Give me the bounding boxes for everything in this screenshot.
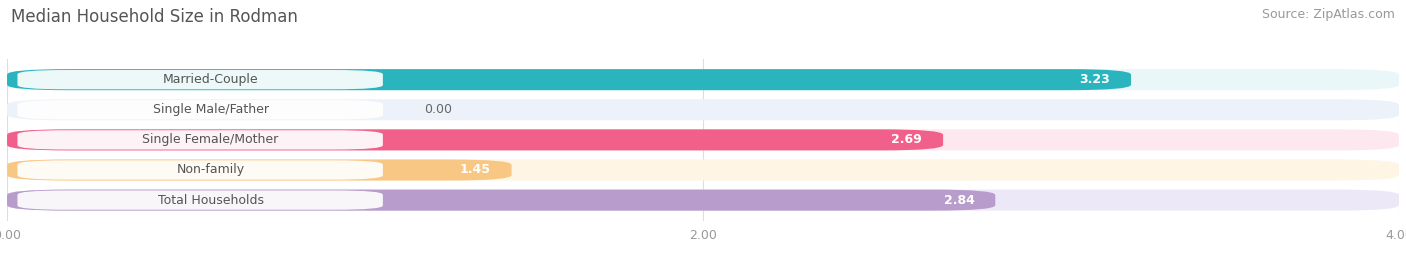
Text: Total Households: Total Households	[157, 194, 263, 207]
Text: Married-Couple: Married-Couple	[163, 73, 259, 86]
Text: 0.00: 0.00	[425, 103, 453, 116]
FancyBboxPatch shape	[17, 100, 382, 119]
Text: 2.84: 2.84	[943, 194, 974, 207]
Text: Median Household Size in Rodman: Median Household Size in Rodman	[11, 8, 298, 26]
Text: 1.45: 1.45	[460, 164, 491, 176]
Text: Source: ZipAtlas.com: Source: ZipAtlas.com	[1261, 8, 1395, 21]
FancyBboxPatch shape	[7, 190, 995, 211]
FancyBboxPatch shape	[17, 190, 382, 210]
FancyBboxPatch shape	[7, 69, 1130, 90]
Text: Non-family: Non-family	[177, 164, 245, 176]
FancyBboxPatch shape	[17, 70, 382, 89]
FancyBboxPatch shape	[17, 160, 382, 180]
Text: Single Female/Mother: Single Female/Mother	[142, 133, 278, 146]
FancyBboxPatch shape	[7, 69, 1399, 90]
FancyBboxPatch shape	[7, 129, 943, 150]
FancyBboxPatch shape	[7, 129, 1399, 150]
FancyBboxPatch shape	[7, 160, 1399, 180]
FancyBboxPatch shape	[7, 99, 1399, 120]
FancyBboxPatch shape	[7, 190, 1399, 211]
FancyBboxPatch shape	[7, 160, 512, 180]
Text: 3.23: 3.23	[1080, 73, 1111, 86]
Text: 2.69: 2.69	[891, 133, 922, 146]
Text: Single Male/Father: Single Male/Father	[153, 103, 269, 116]
FancyBboxPatch shape	[17, 130, 382, 150]
